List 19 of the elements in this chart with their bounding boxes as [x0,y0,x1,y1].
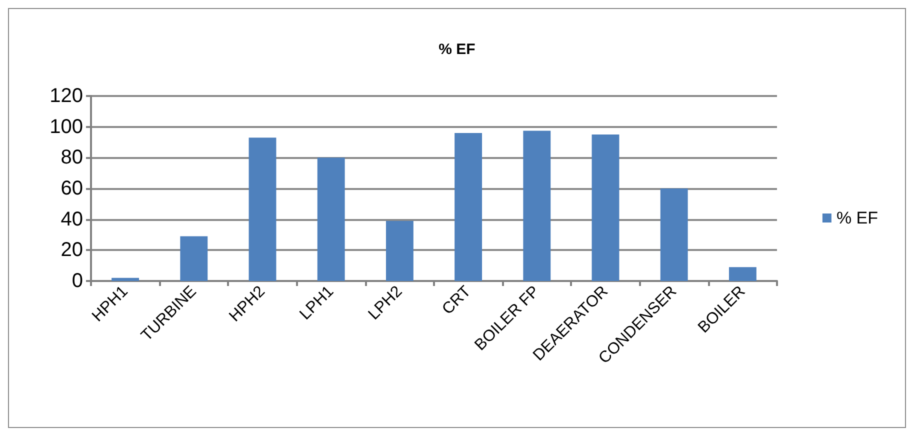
bar [386,220,414,281]
bar [728,267,756,281]
bar [317,158,345,281]
bar [180,236,208,281]
y-tick-label: 0 [72,270,83,292]
y-tick-label: 100 [50,116,83,138]
bar [248,138,276,281]
y-tick-label: 80 [60,146,83,169]
bar [454,133,482,281]
y-tick-label: 40 [60,208,83,230]
bar [592,134,620,281]
legend-label: % EF [836,208,878,228]
y-tick-label: 20 [60,239,83,262]
bar [112,278,140,281]
chart-title: % EF [438,41,476,58]
bar [523,130,551,281]
bar [660,188,688,281]
y-tick-label: 120 [50,85,83,107]
y-tick-label: 60 [60,178,83,200]
